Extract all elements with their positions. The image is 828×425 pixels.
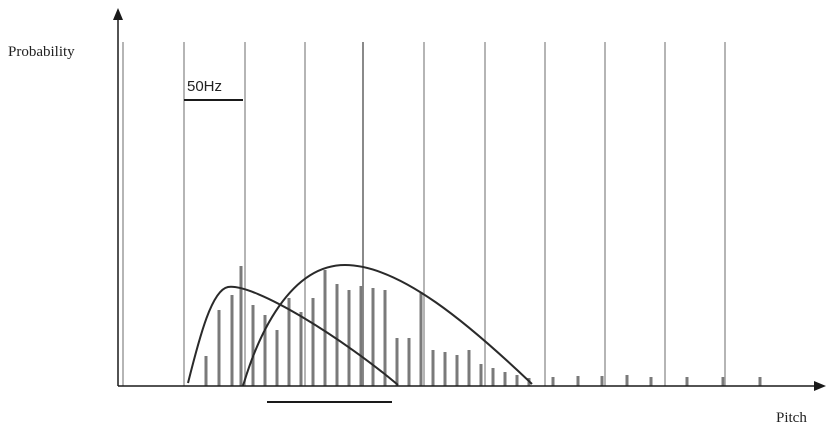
left-distribution-curve <box>187 285 399 386</box>
y-axis-label: Probability <box>8 44 75 60</box>
x-axis-label: Pitch <box>776 410 807 425</box>
y-axis-arrow <box>113 8 123 20</box>
right-distribution-curve <box>242 263 533 387</box>
scale-label: 50Hz <box>187 78 222 95</box>
probability-bars <box>204 266 762 386</box>
x-axis-arrow <box>814 381 826 391</box>
